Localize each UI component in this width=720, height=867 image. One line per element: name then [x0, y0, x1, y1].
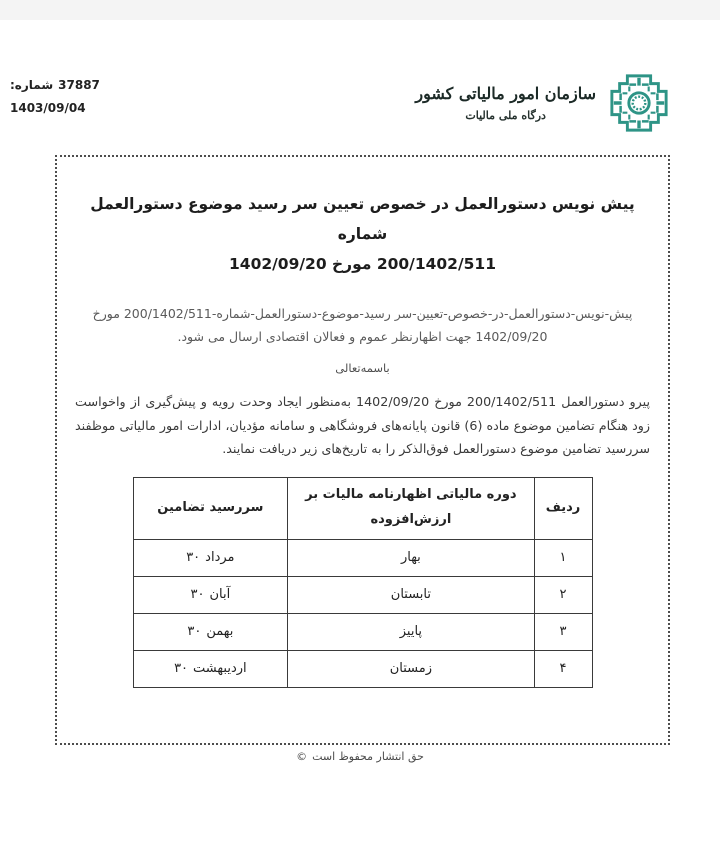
document-title: پیش نویس دستورالعمل در خصوص تعیین سر رسی… [71, 189, 654, 280]
due-day: ۳۰ [186, 550, 201, 566]
document-summary: پیش-نویس-دستورالعمل-در-خصوص-تعیین-سر رسی… [71, 302, 654, 350]
document-content-box: پیش نویس دستورالعمل در خصوص تعیین سر رسی… [55, 155, 670, 745]
header-due-date: سررسید تضامین [132, 476, 289, 540]
document-summary-line1: پیش-نویس-دستورالعمل-در-خصوص-تعیین-سر رسی… [92, 305, 633, 321]
copyright-text: حق انتشار محفوظ است [312, 750, 424, 763]
row-number-cell: ۲ [533, 575, 593, 614]
document-body-paragraph: پیرو دستورالعمل 200/1402/511 مورخ 1402/0… [75, 394, 651, 457]
table-row: ۱ بهار ۳۰ مرداد [132, 538, 593, 577]
due-date-value: ۳۰ آبان [140, 587, 282, 602]
brand-text: سازمان امور مالیاتی کشور درگاه ملی مالیا… [415, 84, 596, 122]
basmala-text: باسمه‌تعالی [335, 361, 390, 376]
due-date-schedule-table: ردیف دوره مالیاتی اظهارنامه مالیات بر ار… [132, 476, 593, 688]
document-title-line1: پیش نویس دستورالعمل در خصوص تعیین سر رسی… [90, 195, 635, 244]
due-month: آبان [209, 587, 231, 603]
tax-administration-brand: سازمان امور مالیاتی کشور درگاه ملی مالیا… [415, 72, 672, 134]
header-tax-period: دوره مالیاتی اظهارنامه مالیات بر ارزش‌اف… [287, 476, 535, 540]
table-row: ۳ پاییز ۳۰ بهمن [132, 612, 593, 651]
document-date-value: 1403/09/04 [10, 101, 86, 115]
document-number-label: شماره: [10, 78, 54, 92]
header-row-number: ردیف [533, 476, 593, 540]
due-day: ۳۰ [174, 661, 189, 677]
row-number-cell: ۳ [533, 612, 593, 651]
portal-name: درگاه ملی مالیات [465, 109, 546, 122]
due-date-value: ۳۰ بهمن [140, 624, 282, 639]
document-date-line: 1403/09/04 [10, 101, 100, 115]
due-day: ۳۰ [187, 624, 202, 640]
due-date-cell: ۳۰ مرداد [132, 538, 289, 577]
due-month: اردیبهشت [193, 661, 247, 677]
tax-period-cell: زمستان [287, 649, 535, 688]
document-number-line: شماره: 37887 [10, 78, 100, 92]
tax-period-cell: بهار [287, 538, 535, 577]
due-month: مرداد [205, 550, 235, 566]
document-title-line2: 200/1402/511 مورخ 1402/09/20 [229, 255, 496, 274]
due-day: ۳۰ [190, 587, 205, 603]
tax-period-cell: پاییز [287, 612, 535, 651]
due-month: بهمن [206, 624, 234, 640]
top-gray-strip [0, 0, 720, 20]
row-number-cell: ۱ [533, 538, 593, 577]
row-number-cell: ۴ [533, 649, 593, 688]
due-date-cell: ۳۰ بهمن [132, 612, 289, 651]
table-row: ۲ تابستان ۳۰ آبان [132, 575, 593, 614]
due-date-cell: ۳۰ آبان [132, 575, 289, 614]
due-date-value: ۳۰ مرداد [140, 550, 282, 565]
document-summary-line2: 1402/09/20 جهت اظهارنظر عموم و فعالان اق… [177, 329, 548, 345]
organization-name: سازمان امور مالیاتی کشور [415, 84, 596, 103]
due-date-value: ۳۰ اردیبهشت [140, 661, 282, 676]
copyright-icon: © [296, 750, 308, 763]
table-row: ۴ زمستان ۳۰ اردیبهشت [132, 649, 593, 688]
tax-administration-emblem-icon [610, 74, 668, 132]
document-number-value: 37887 [58, 78, 100, 92]
table-header-row: ردیف دوره مالیاتی اظهارنامه مالیات بر ار… [132, 476, 593, 540]
tax-period-cell: تابستان [287, 575, 535, 614]
document-meta: شماره: 37887 1403/09/04 [10, 78, 100, 124]
copyright-footer: © حق انتشار محفوظ است [0, 750, 720, 763]
due-date-cell: ۳۰ اردیبهشت [132, 649, 289, 688]
